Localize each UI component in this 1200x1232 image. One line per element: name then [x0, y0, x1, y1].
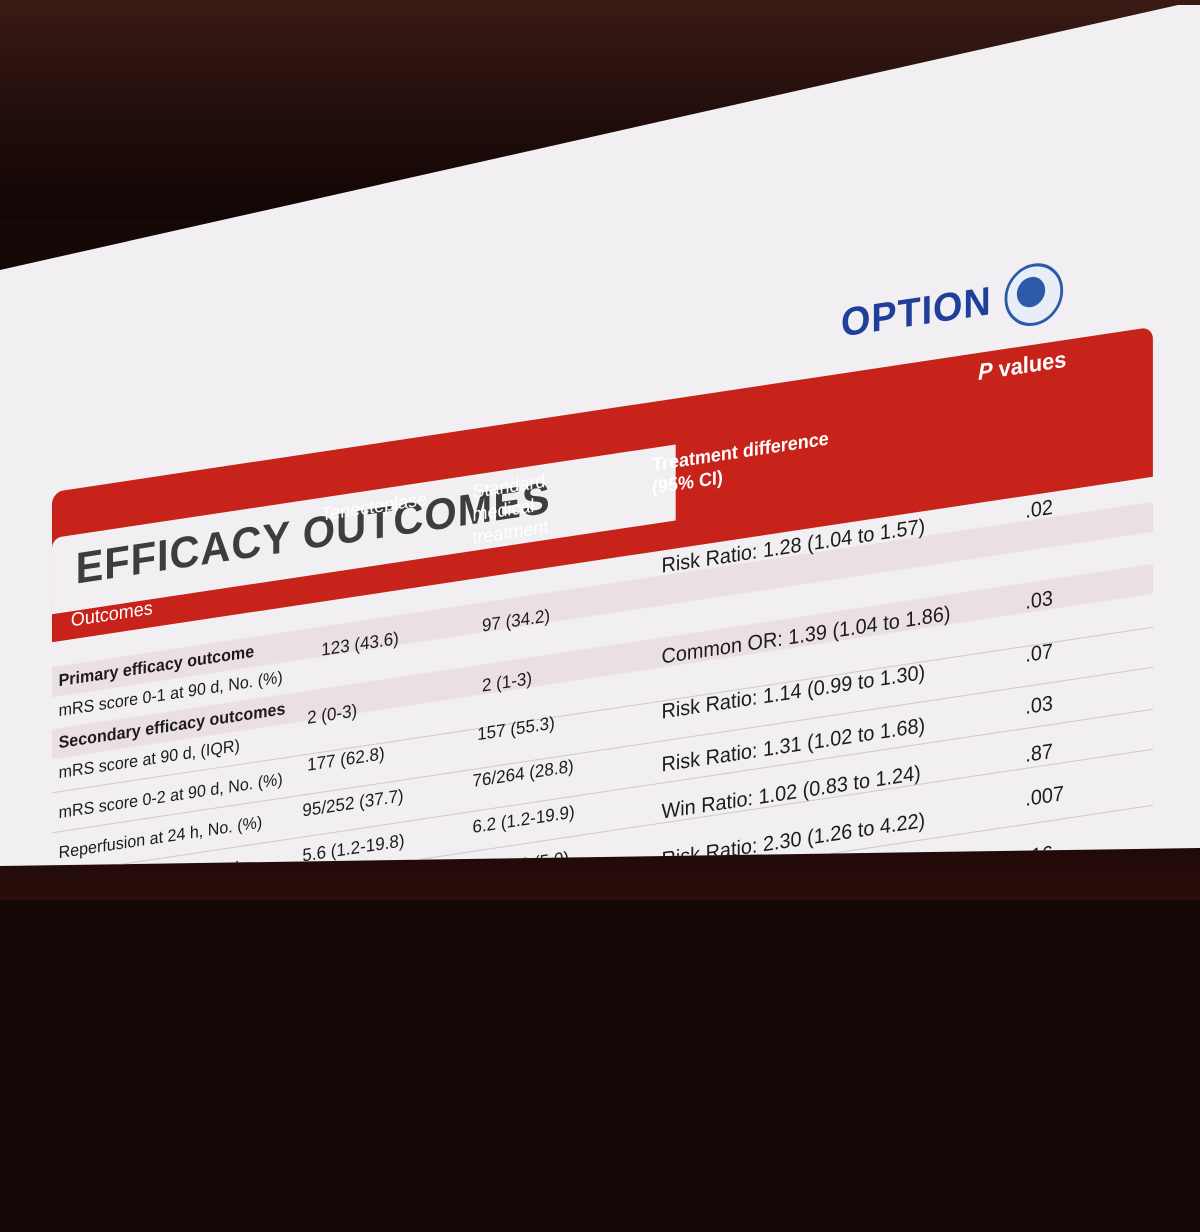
page-number: 16: [1077, 1023, 1097, 1047]
row-7-standard: 0.9 (0.6-1.0): [472, 962, 566, 996]
footer-bar: [0, 997, 1153, 1232]
row-7-outcome: EQ-5D-5L score at 90 d, (IQR): [58, 1009, 276, 1062]
row-6-tenecteplase: -3 (-5 to -1): [302, 933, 388, 967]
row-7-tenecteplase: 0.9 (0.6-1.0): [302, 987, 396, 1022]
footer-separator: [1057, 1019, 1059, 1063]
header-standard: Standard medical treatment: [473, 470, 549, 550]
header-p-italic: P: [978, 356, 993, 386]
row-5-outcome-line2: (%): [58, 942, 84, 966]
row-4-standard: 6.2 (1.2-19.9): [472, 801, 575, 837]
university-seal-icon: [1004, 259, 1064, 331]
row-6-outcome-line2: (IQR): [58, 996, 98, 1022]
row-divider: [52, 917, 1153, 1083]
row-1-p-value: .03: [1025, 586, 1053, 614]
logo-text: OPTION: [841, 278, 992, 346]
row-6-outcome: Change in the NIHSS score at 7 d, (IQR): [59, 942, 305, 1023]
option-logo: OPTION: [841, 259, 1064, 353]
row-7-difference: Win Ratio: 1.02 (0.82 to 1.27): [661, 921, 921, 984]
row-6-standard: -2 (-4 to -1): [477, 907, 563, 941]
row-7-p-value: .83: [1025, 897, 1053, 925]
row-3-tenecteplase: 95/252 (37.7): [302, 785, 404, 821]
row-3-p-value: .03: [1025, 691, 1053, 719]
row-2-standard: 157 (55.3): [477, 712, 555, 745]
row-2-p-value: .07: [1025, 639, 1053, 667]
row-5-p-value: .007: [1025, 782, 1064, 811]
row-0-p-value: .02: [1025, 495, 1053, 523]
row-2-difference: Risk Ratio: 1.14 (0.99 to 1.30): [661, 660, 926, 724]
row-6-outcome-line1: Change in the NIHSS score at 7 d,: [58, 943, 306, 1000]
row-2-tenecteplase: 177 (62.8): [307, 743, 385, 775]
